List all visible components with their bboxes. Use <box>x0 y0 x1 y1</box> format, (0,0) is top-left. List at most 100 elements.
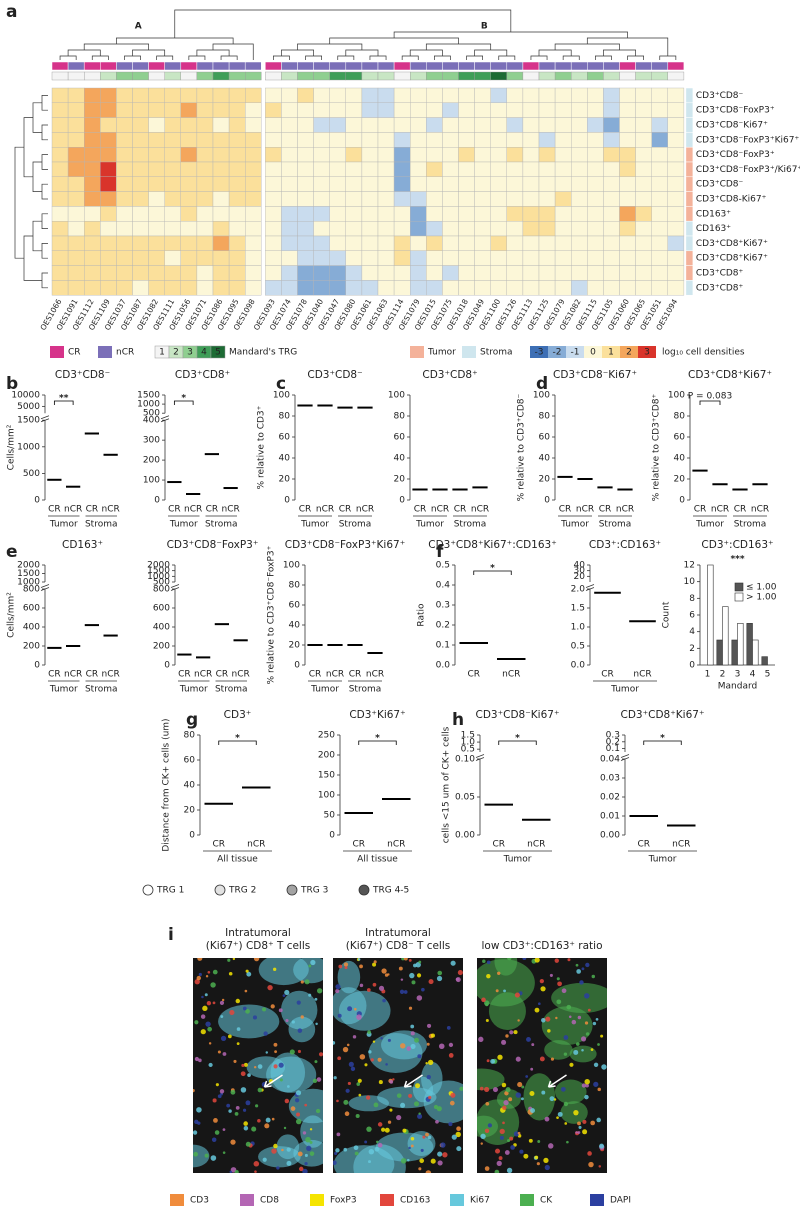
heatmap-cell <box>228 250 246 266</box>
heatmap-cell <box>619 132 636 148</box>
cell-dot <box>592 1021 597 1026</box>
significance: * <box>375 734 380 744</box>
heatmap-cell <box>410 161 427 178</box>
cell-dot <box>312 1078 318 1083</box>
axis-break <box>585 584 595 591</box>
cell-dot <box>242 1006 247 1011</box>
heatmap-cell <box>587 206 604 222</box>
legend-label: DAPI <box>610 1196 631 1206</box>
cell-dot <box>356 1014 362 1020</box>
row-label: CD163⁺ <box>696 224 731 234</box>
heatmap-cell <box>474 280 491 296</box>
cell-dot <box>577 1015 582 1020</box>
response-cell <box>603 61 620 71</box>
cell-dot <box>545 1016 551 1022</box>
heatmap-cell <box>490 250 508 266</box>
heatmap-cell <box>538 102 556 118</box>
cell-dot <box>251 1126 257 1132</box>
cell-dot <box>367 1030 371 1035</box>
tissue-label: Tumor <box>695 520 724 530</box>
heatmap-cell <box>426 102 443 118</box>
cell-dot <box>201 995 204 999</box>
cell-dot <box>291 1020 295 1024</box>
cell-dot <box>408 958 412 962</box>
trg-cell <box>196 71 214 81</box>
cell-dot <box>315 1108 321 1114</box>
cell-dot <box>210 982 216 988</box>
cell-dot <box>270 1004 275 1009</box>
dendrogram <box>369 55 387 60</box>
heatmap-cell <box>329 265 347 281</box>
cell-dot <box>561 988 567 994</box>
cell-dot <box>380 1037 383 1040</box>
heatmap-cell <box>603 146 620 163</box>
cell-dot <box>481 997 486 1003</box>
heatmap-cell <box>361 206 379 222</box>
heatmap-cell <box>506 191 524 207</box>
heatmap-cell <box>297 102 314 118</box>
cell-dot <box>286 1147 291 1152</box>
cell-dot <box>198 1058 202 1063</box>
cell-dot <box>567 958 571 962</box>
panel-letter: d <box>536 374 548 394</box>
tissue-cell <box>685 102 694 118</box>
cell-dot <box>496 1160 502 1167</box>
legend-swatch <box>620 346 638 358</box>
cell-dot <box>566 1140 569 1144</box>
heatmap-cell <box>426 265 443 281</box>
cell-dot <box>553 1098 557 1101</box>
heatmap-cell <box>345 102 363 118</box>
heatmap-cell <box>345 220 363 237</box>
tissue-blob <box>569 1045 597 1063</box>
cell-dot <box>503 1099 509 1106</box>
cell-dot <box>212 969 218 975</box>
plot-title: CD3⁺CD8⁺ <box>175 369 230 381</box>
y-axis-label: Count <box>662 601 672 628</box>
heatmap-cell <box>164 235 181 252</box>
arrow <box>403 1074 423 1088</box>
heatmap-cell <box>180 176 198 192</box>
cell-dot <box>497 1054 503 1060</box>
dendrogram <box>41 183 48 200</box>
heatmap-cell <box>635 220 652 237</box>
plot-title: CD163⁺ <box>62 539 103 551</box>
trg-cell <box>393 71 411 81</box>
heatmap-cell <box>180 102 198 118</box>
cell-dot <box>389 1108 393 1112</box>
cell-dot <box>284 1098 290 1104</box>
heatmap-cell <box>132 206 149 222</box>
cell-dot <box>273 1064 278 1069</box>
y-tick-label: 0 <box>399 496 405 506</box>
legend-label: 5 <box>215 348 221 358</box>
heatmap-cell <box>297 132 314 148</box>
cell-dot <box>278 1008 283 1013</box>
dendrogram <box>41 154 48 170</box>
cell-dot <box>556 977 560 981</box>
cell-dot <box>257 1087 263 1093</box>
heatmap-cell <box>51 161 69 178</box>
x-tick-label: CR <box>492 840 505 850</box>
cell-dot <box>374 1146 380 1152</box>
x-tick-label: nCR <box>387 840 405 850</box>
y-tick-label: 60 <box>184 756 196 766</box>
trg-cell <box>651 71 669 81</box>
micrograph-content <box>477 958 607 1173</box>
cell-dot <box>310 959 316 966</box>
y-tick-label: 0.05 <box>455 793 475 803</box>
heatmap-cell <box>196 220 214 237</box>
heatmap-cell <box>180 117 198 133</box>
cell-dot <box>587 1151 592 1156</box>
heatmap-cell <box>619 280 636 296</box>
heatmap-cell <box>538 132 556 148</box>
y-tick-label: 1.0 <box>461 738 476 748</box>
heatmap-cell <box>100 280 117 296</box>
y-tick-label: 0.3 <box>436 601 450 611</box>
response-cell <box>180 61 198 71</box>
y-tick-label: 0.5 <box>436 561 450 571</box>
micrograph <box>193 958 323 1173</box>
cell-dot <box>243 1062 248 1067</box>
y-tick-label: 60 <box>289 601 301 611</box>
heatmap-cell <box>361 102 379 118</box>
heatmap-cell <box>132 117 149 133</box>
y-tick-label: 50 <box>324 811 336 821</box>
